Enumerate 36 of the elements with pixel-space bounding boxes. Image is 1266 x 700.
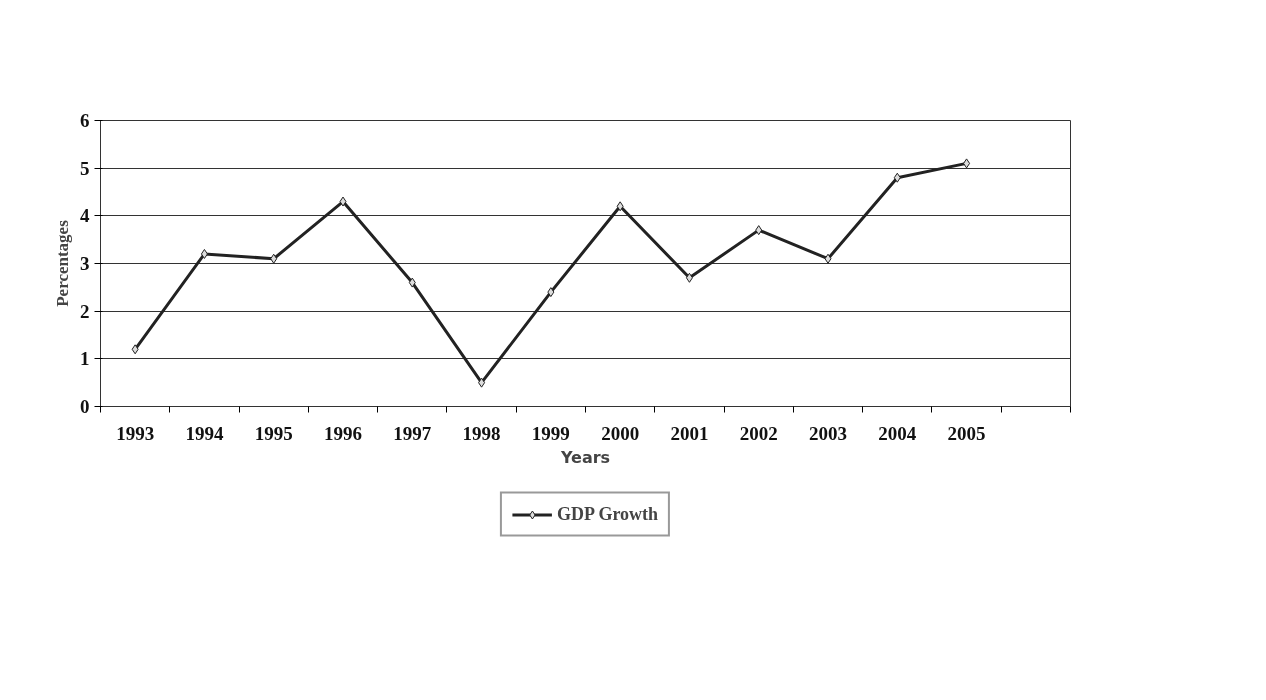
x-tick-label: 1995 (254, 422, 293, 444)
point (547, 287, 555, 298)
point (131, 344, 139, 355)
x-tick-label: 2001 (670, 422, 709, 444)
y-axis-title: Percentages (53, 219, 72, 307)
x-axis-title: Years (559, 447, 611, 467)
point (408, 277, 416, 288)
y-tick-label: 2 (80, 300, 90, 322)
y-tick-label: 5 (80, 157, 90, 179)
y-tick-label: 1 (80, 348, 90, 370)
legend-label: GDP Growth (556, 503, 659, 525)
y-tick-label: 3 (80, 253, 90, 274)
x-tick-label: 2004 (878, 422, 917, 444)
point (963, 158, 971, 169)
x-tick-label: 2005 (947, 422, 986, 444)
point (478, 377, 486, 388)
point (824, 253, 832, 264)
point (200, 248, 208, 259)
point (339, 196, 347, 207)
x-tick-label: 1993 (116, 422, 155, 444)
y-tick-label: 0 (80, 396, 90, 417)
point (616, 201, 624, 212)
x-tick-label: 2002 (739, 422, 778, 444)
x-tick-label: 1998 (462, 422, 501, 444)
x-tick-label: 1997 (393, 422, 432, 444)
point (270, 253, 278, 264)
y-tick-label: 6 (80, 110, 90, 131)
point (893, 172, 901, 183)
x-tick-label: 1994 (185, 422, 224, 444)
x-tick-label: 1999 (531, 422, 570, 444)
x-tick-label: 2000 (601, 422, 640, 444)
point (685, 272, 693, 283)
x-tick-label: 1996 (324, 422, 362, 444)
x-tick-label: 2003 (809, 422, 847, 444)
point (755, 225, 763, 236)
y-tick-label: 4 (80, 205, 90, 227)
